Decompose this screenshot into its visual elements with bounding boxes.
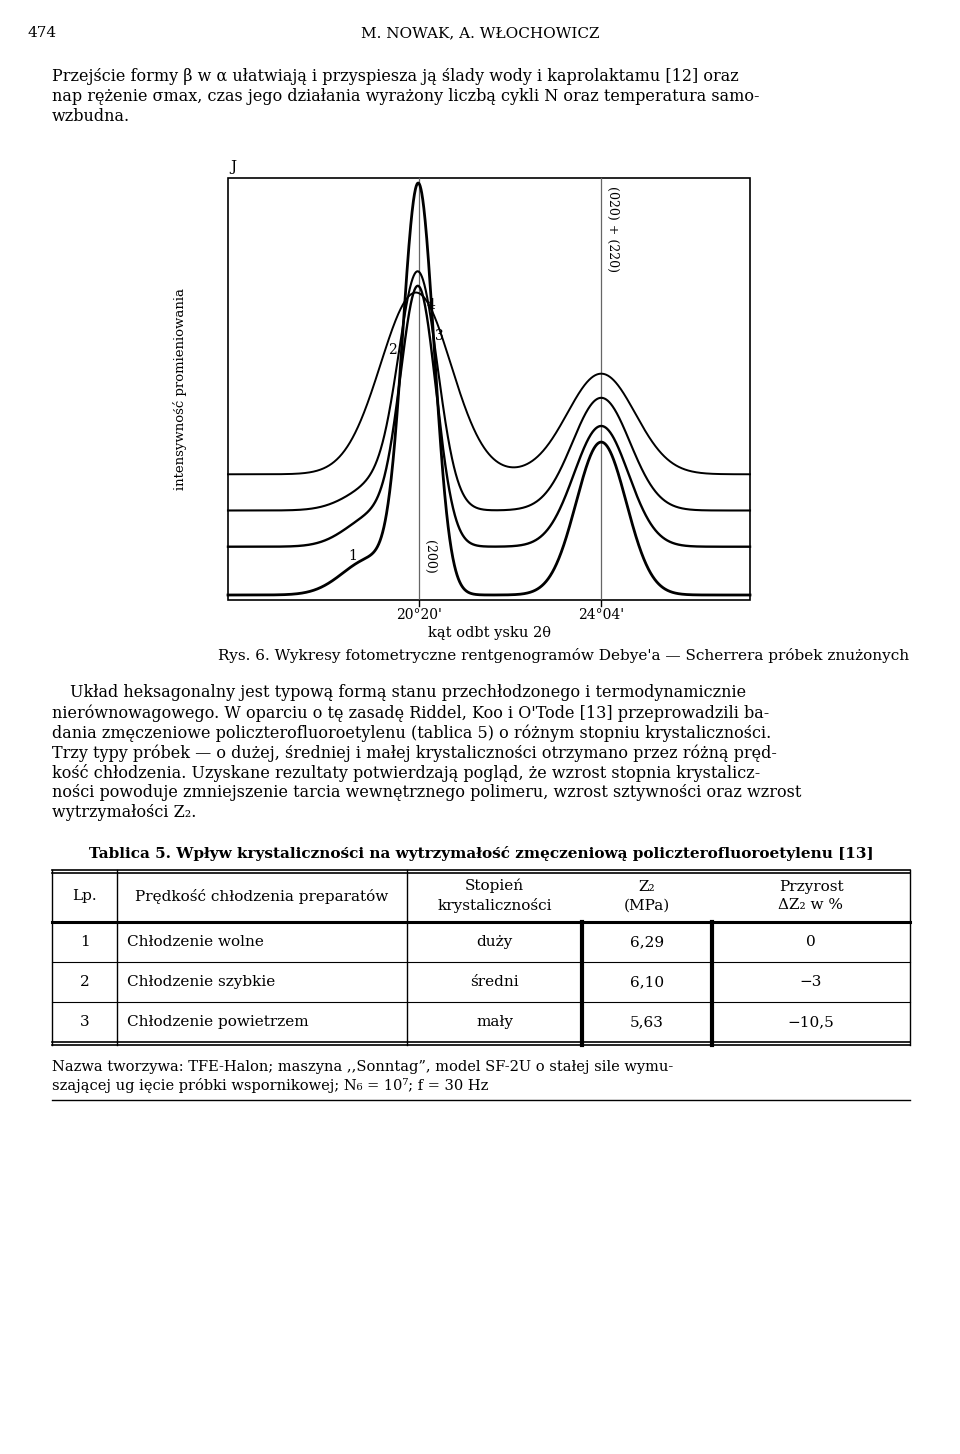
Text: Z₂
(MPa): Z₂ (MPa) — [624, 880, 670, 912]
Text: M. NOWAK, A. WŁOCHOWICZ: M. NOWAK, A. WŁOCHOWICZ — [361, 26, 599, 41]
Text: wzbudna.: wzbudna. — [52, 108, 131, 125]
Text: Tablica 5. Wpływ krystaliczności na wytrzymałość zmęczeniową policzterofluoroety: Tablica 5. Wpływ krystaliczności na wytr… — [88, 846, 874, 861]
Text: 1: 1 — [348, 548, 357, 563]
Bar — [228, 177, 750, 601]
Text: (020) + (220): (020) + (220) — [606, 186, 619, 272]
Text: Nazwa tworzywa: TFE-Halon; maszyna ,,Sonntag”, model SF-2U o stałej sile wymu-: Nazwa tworzywa: TFE-Halon; maszyna ,,Son… — [52, 1060, 673, 1075]
Text: 0: 0 — [806, 935, 816, 949]
Text: 6,10: 6,10 — [630, 976, 664, 989]
Text: mały: mały — [476, 1015, 513, 1029]
Text: kość chłodzenia. Uzyskane rezultaty potwierdzają pogląd, że wzrost stopnia kryst: kość chłodzenia. Uzyskane rezultaty potw… — [52, 763, 760, 782]
Text: 5,63: 5,63 — [630, 1015, 664, 1029]
Text: Chłodzenie wolne: Chłodzenie wolne — [127, 935, 264, 949]
Text: intensywność promieniowania: intensywność promieniowania — [173, 288, 187, 490]
Text: Chłodzenie szybkie: Chłodzenie szybkie — [127, 976, 276, 989]
Text: kąt odbt ysku 2θ: kąt odbt ysku 2θ — [427, 627, 550, 640]
Text: wytrzymałości Z₂.: wytrzymałości Z₂. — [52, 804, 197, 822]
Text: Układ heksagonalny jest typową formą stanu przechłodzonego i termodynamicznie: Układ heksagonalny jest typową formą sta… — [70, 683, 746, 701]
Text: (200): (200) — [423, 539, 437, 574]
Text: −3: −3 — [800, 976, 822, 989]
Text: nierównowagowego. W oparciu o tę zasadę Riddel, Koo i O'Tode [13] przeprowadzili: nierównowagowego. W oparciu o tę zasadę … — [52, 704, 769, 721]
Text: Trzy typy próbek — o dużej, średniej i małej krystaliczności otrzymano przez róż: Trzy typy próbek — o dużej, średniej i m… — [52, 744, 777, 762]
Text: szającej ug ięcie próbki wspornikowej; N₆ = 10⁷; f = 30 Hz: szającej ug ięcie próbki wspornikowej; N… — [52, 1077, 489, 1093]
Text: 2: 2 — [80, 976, 89, 989]
Text: −10,5: −10,5 — [787, 1015, 834, 1029]
Text: Rys. 6. Wykresy fotometryczne rentgenogramów Debye'a — Scherrera próbek znużonyc: Rys. 6. Wykresy fotometryczne rentgenogr… — [218, 648, 909, 663]
Text: dania zmęczeniowe policzterofluoroetylenu (tablica 5) o różnym stopniu krystalic: dania zmęczeniowe policzterofluoroetylen… — [52, 724, 771, 742]
Text: ności powoduje zmniejszenie tarcia wewnętrznego polimeru, wzrost sztywności oraz: ności powoduje zmniejszenie tarcia wewnę… — [52, 784, 802, 801]
Text: duży: duży — [476, 935, 513, 949]
Text: Chłodzenie powietrzem: Chłodzenie powietrzem — [127, 1015, 308, 1029]
Text: 2: 2 — [389, 343, 397, 356]
Text: 24°04': 24°04' — [578, 608, 624, 622]
Text: 20°20': 20°20' — [396, 608, 442, 622]
Text: 3: 3 — [435, 329, 444, 343]
Text: Prędkość chłodzenia preparatów: Prędkość chłodzenia preparatów — [135, 888, 389, 903]
Text: Lp.: Lp. — [72, 888, 97, 903]
Text: średni: średni — [470, 976, 518, 989]
Text: J: J — [230, 160, 236, 174]
Text: 4: 4 — [426, 298, 435, 313]
Text: Przyrost
ΔZ₂ w %: Przyrost ΔZ₂ w % — [779, 880, 844, 912]
Text: Przejście formy β w α ułatwiają i przyspiesza ją ślady wody i kaprolaktamu [12] : Przejście formy β w α ułatwiają i przysp… — [52, 68, 739, 84]
Text: 1: 1 — [80, 935, 89, 949]
Text: nap rężenie σmax, czas jego działania wyrażony liczbą cykli N oraz temperatura s: nap rężenie σmax, czas jego działania wy… — [52, 89, 759, 105]
Text: Stopień
krystaliczności: Stopień krystaliczności — [437, 878, 552, 913]
Text: 474: 474 — [28, 26, 58, 41]
Text: 3: 3 — [80, 1015, 89, 1029]
Text: 6,29: 6,29 — [630, 935, 664, 949]
